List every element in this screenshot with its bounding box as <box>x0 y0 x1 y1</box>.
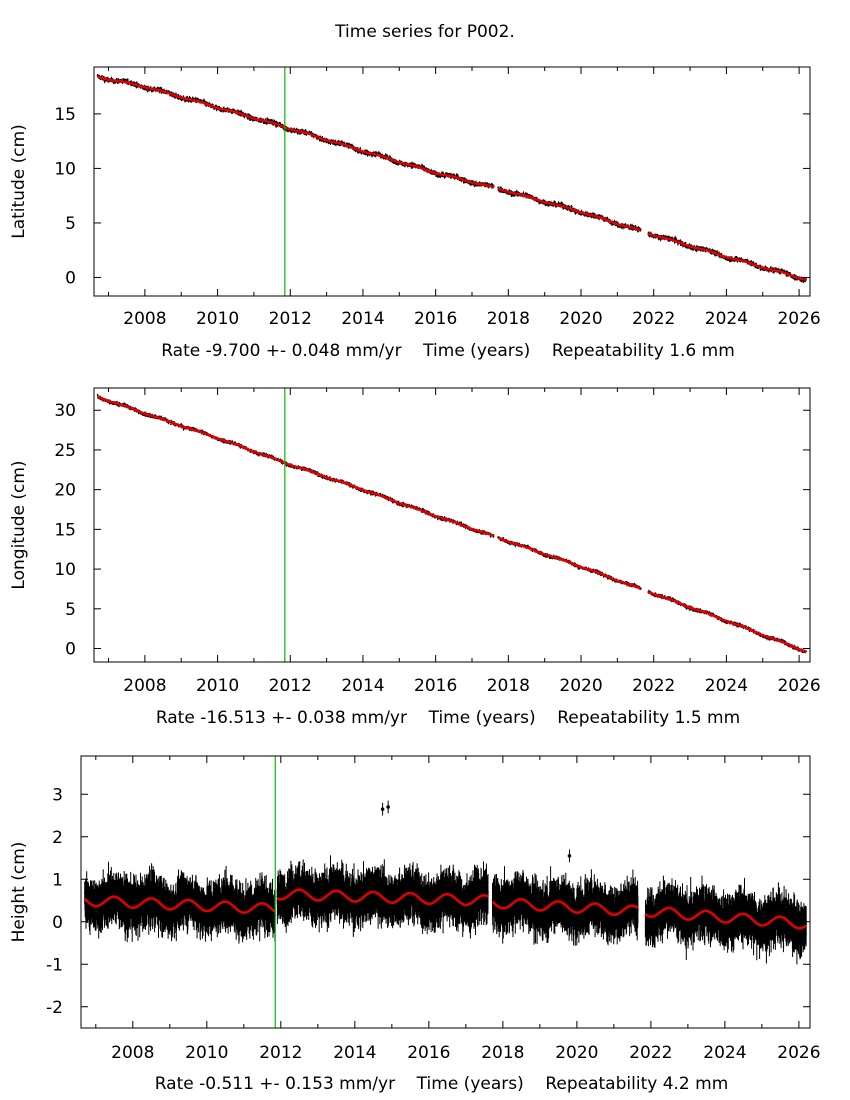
y-tick-label-3: 3 <box>52 785 63 805</box>
height-model-segment-2 <box>491 897 639 917</box>
x-tick-label-2024: 2024 <box>703 1043 746 1063</box>
height-model-segment-1 <box>276 888 489 907</box>
x-tick-label-2008: 2008 <box>123 309 166 329</box>
x-tick-label-2014: 2014 <box>341 309 384 329</box>
height-model-segment-3 <box>644 906 807 930</box>
longitude-model-segment-2 <box>647 590 807 653</box>
latitude-footer: Rate -9.700 +- 0.048 mm/yr Time (years) … <box>161 341 735 361</box>
latitude-model-segment-2 <box>647 232 807 282</box>
height-error-bars <box>83 855 807 965</box>
y-tick-label-10: 10 <box>54 159 76 179</box>
x-tick-label-2024: 2024 <box>705 309 748 329</box>
x-tick-label-2020: 2020 <box>559 676 602 696</box>
x-tick-label-2026: 2026 <box>777 1043 820 1063</box>
x-tick-label-2010: 2010 <box>196 309 239 329</box>
longitude-model-segment-0 <box>97 395 495 537</box>
y-tick-label-0: 0 <box>65 268 76 288</box>
latitude-error-bars <box>96 74 807 283</box>
height-panel: 2008 2010 2012 2014 2016 2018 2020 2022 2024 2026… <box>9 755 821 1094</box>
x-tick-label-2016: 2016 <box>414 309 457 329</box>
longitude-panel: 2008 2010 2012 2014 2016 2018 2020 2022 2024 2026… <box>9 387 821 728</box>
y-tick-label-20: 20 <box>54 481 76 501</box>
chart-title: Time series for P002. <box>335 22 515 42</box>
y-tick-label-1: 1 <box>52 870 63 890</box>
x-tick-label-2026: 2026 <box>777 309 820 329</box>
y-tick-label-5: 5 <box>65 600 76 620</box>
longitude-footer: Rate -16.513 +- 0.038 mm/yr Time (years)… <box>156 708 740 728</box>
x-tick-label-2016: 2016 <box>407 1043 450 1063</box>
latitude-model-segment-0 <box>97 75 495 189</box>
x-tick-label-2008: 2008 <box>123 676 166 696</box>
x-tick-label-2026: 2026 <box>777 676 820 696</box>
y-tick-label-25: 25 <box>54 441 76 461</box>
y-tick-label-2: 2 <box>52 828 63 848</box>
longitude-y-axis-label: Longitude (cm) <box>9 460 29 589</box>
x-tick-label-2020: 2020 <box>559 309 602 329</box>
x-tick-label-2008: 2008 <box>111 1043 154 1063</box>
y-tick-label--1: -1 <box>46 955 63 975</box>
latitude-y-axis-label: Latitude (cm) <box>9 124 29 239</box>
height-observations <box>83 800 807 965</box>
x-tick-label-2010: 2010 <box>185 1043 228 1063</box>
x-tick-label-2022: 2022 <box>632 676 675 696</box>
x-tick-label-2020: 2020 <box>555 1043 598 1063</box>
height-y-axis-label: Height (cm) <box>9 842 29 943</box>
longitude-frame <box>93 387 811 663</box>
x-tick-label-2014: 2014 <box>333 1043 376 1063</box>
x-tick-label-2012: 2012 <box>269 676 312 696</box>
y-tick-label-0: 0 <box>65 639 76 659</box>
x-tick-label-2022: 2022 <box>629 1043 672 1063</box>
y-tick-label--2: -2 <box>46 998 63 1018</box>
y-tick-label-10: 10 <box>54 560 76 580</box>
x-tick-label-2018: 2018 <box>487 309 530 329</box>
latitude-panel: 2008 2010 2012 2014 2016 2018 2020 2022 2024 2026… <box>9 66 821 361</box>
x-tick-label-2012: 2012 <box>259 1043 302 1063</box>
x-tick-label-2018: 2018 <box>487 676 530 696</box>
x-tick-label-2018: 2018 <box>481 1043 524 1063</box>
y-tick-label-15: 15 <box>54 520 76 540</box>
height-frame <box>80 755 811 1029</box>
y-tick-label-5: 5 <box>65 214 76 234</box>
x-tick-label-2014: 2014 <box>341 676 384 696</box>
height-footer: Rate -0.511 +- 0.153 mm/yr Time (years) … <box>155 1074 729 1094</box>
latitude-frame <box>93 66 811 297</box>
latitude-observations <box>96 74 807 283</box>
y-tick-label-30: 30 <box>54 401 76 421</box>
y-tick-label-15: 15 <box>54 105 76 125</box>
x-tick-label-2012: 2012 <box>269 309 312 329</box>
y-tick-label-0: 0 <box>52 913 63 933</box>
x-tick-label-2024: 2024 <box>705 676 748 696</box>
x-tick-label-2022: 2022 <box>632 309 675 329</box>
longitude-model-segment-1 <box>497 536 642 590</box>
x-tick-label-2010: 2010 <box>196 676 239 696</box>
x-tick-label-2016: 2016 <box>414 676 457 696</box>
height-model-segment-0 <box>83 895 276 914</box>
latitude-model-segment-1 <box>497 187 642 232</box>
